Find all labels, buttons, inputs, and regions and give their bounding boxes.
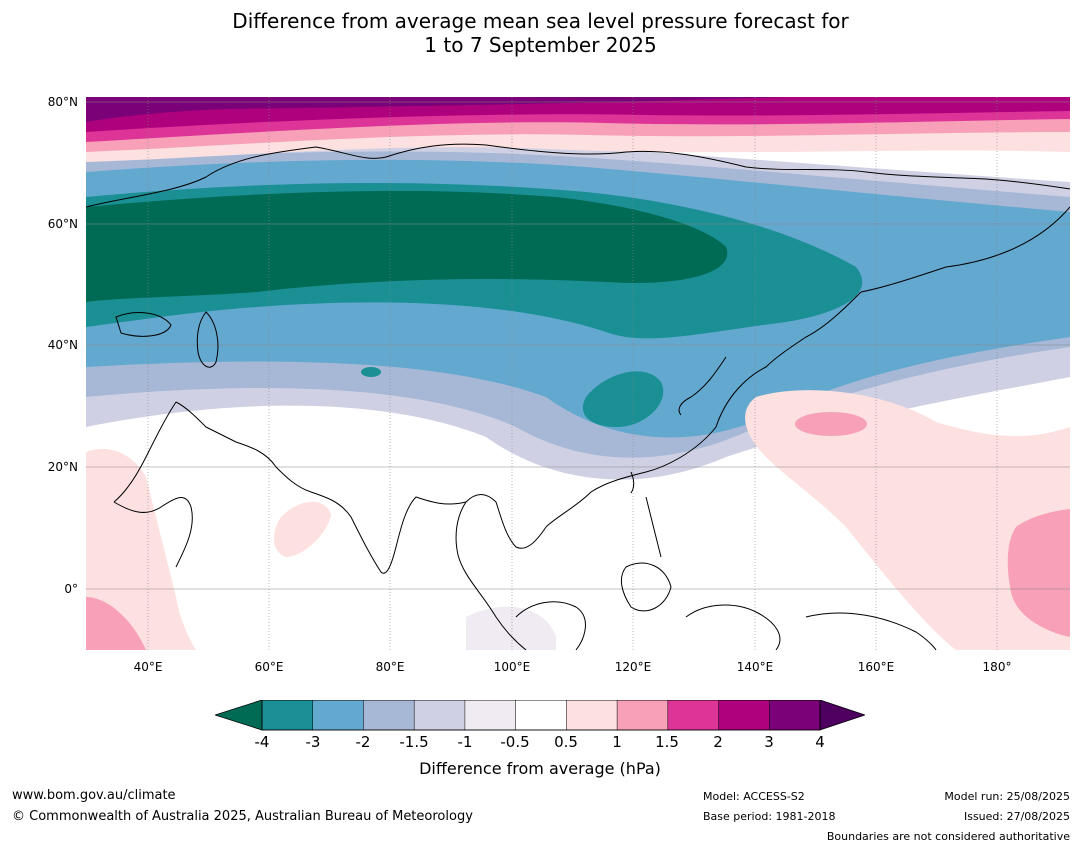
colorbar-bin [769, 700, 821, 731]
model-name: Model: ACCESS-S2 [703, 790, 805, 803]
colorbar-bin [566, 700, 618, 731]
colorbar-bin [667, 700, 720, 731]
lon-label-40e: 40°E [133, 660, 163, 674]
colorbar-bin [413, 700, 466, 731]
colorbar-bin [261, 700, 314, 731]
colorbar-bin [363, 700, 415, 731]
colorbar-bin [464, 700, 517, 731]
lon-label-140e: 140°E [736, 660, 774, 674]
colorbar [215, 700, 865, 731]
lon-label-100e: 100°E [493, 660, 531, 674]
colorbar-label: -0.5 [500, 733, 530, 751]
lon-label-80e: 80°E [375, 660, 405, 674]
colorbar-label: 4 [815, 733, 825, 751]
pressure-anomaly-map [86, 97, 1070, 650]
colorbar-label: -1.5 [399, 733, 429, 751]
colorbar-bin [515, 700, 567, 731]
lat-label-80n: 80°N [47, 95, 78, 109]
website-link[interactable]: www.bom.gov.au/climate [12, 788, 176, 803]
colorbar-label: -2 [355, 733, 371, 751]
lat-label-60n: 60°N [47, 217, 78, 231]
colorbar-over-triangle [819, 700, 865, 731]
colorbar-label: 2 [713, 733, 723, 751]
issued-date: Issued: 27/08/2025 [963, 810, 1070, 823]
map-title: Difference from average mean sea level p… [0, 9, 1081, 57]
lat-label-20n: 20°N [47, 460, 78, 474]
colorbar-label: 0.5 [554, 733, 578, 751]
boundary-disclaimer: Boundaries are not considered authoritat… [826, 830, 1070, 843]
colorbar-label: -4 [254, 733, 270, 751]
colorbar-label: 1 [612, 733, 622, 751]
title-line-1: Difference from average mean sea level p… [232, 9, 849, 33]
colorbar-under-triangle [215, 700, 263, 731]
lon-label-160e: 160°E [857, 660, 895, 674]
colorbar-title: Difference from average (hPa) [419, 759, 661, 778]
model-run-date: Model run: 25/08/2025 [944, 790, 1070, 803]
colorbar-bins [261, 700, 821, 731]
colorbar-bin [312, 700, 365, 731]
map-canvas [86, 97, 1070, 650]
colorbar-bin [718, 700, 770, 731]
colorbar-label: 1.5 [655, 733, 679, 751]
copyright-text: © Commonwealth of Australia 2025, Austra… [12, 809, 473, 824]
colorbar-label: 3 [764, 733, 774, 751]
lon-label-180: 180° [982, 660, 1012, 674]
colorbar-outline [261, 700, 821, 731]
lon-label-120e: 120°E [614, 660, 652, 674]
title-line-2: 1 to 7 September 2025 [424, 33, 657, 57]
lat-label-40n: 40°N [47, 338, 78, 352]
colorbar-label: -1 [457, 733, 473, 751]
colorbar-bin [616, 700, 669, 731]
lat-label-0: 0° [64, 582, 78, 596]
colorbar-label: -3 [305, 733, 321, 751]
base-period: Base period: 1981-2018 [703, 810, 836, 823]
lon-label-60e: 60°E [254, 660, 284, 674]
